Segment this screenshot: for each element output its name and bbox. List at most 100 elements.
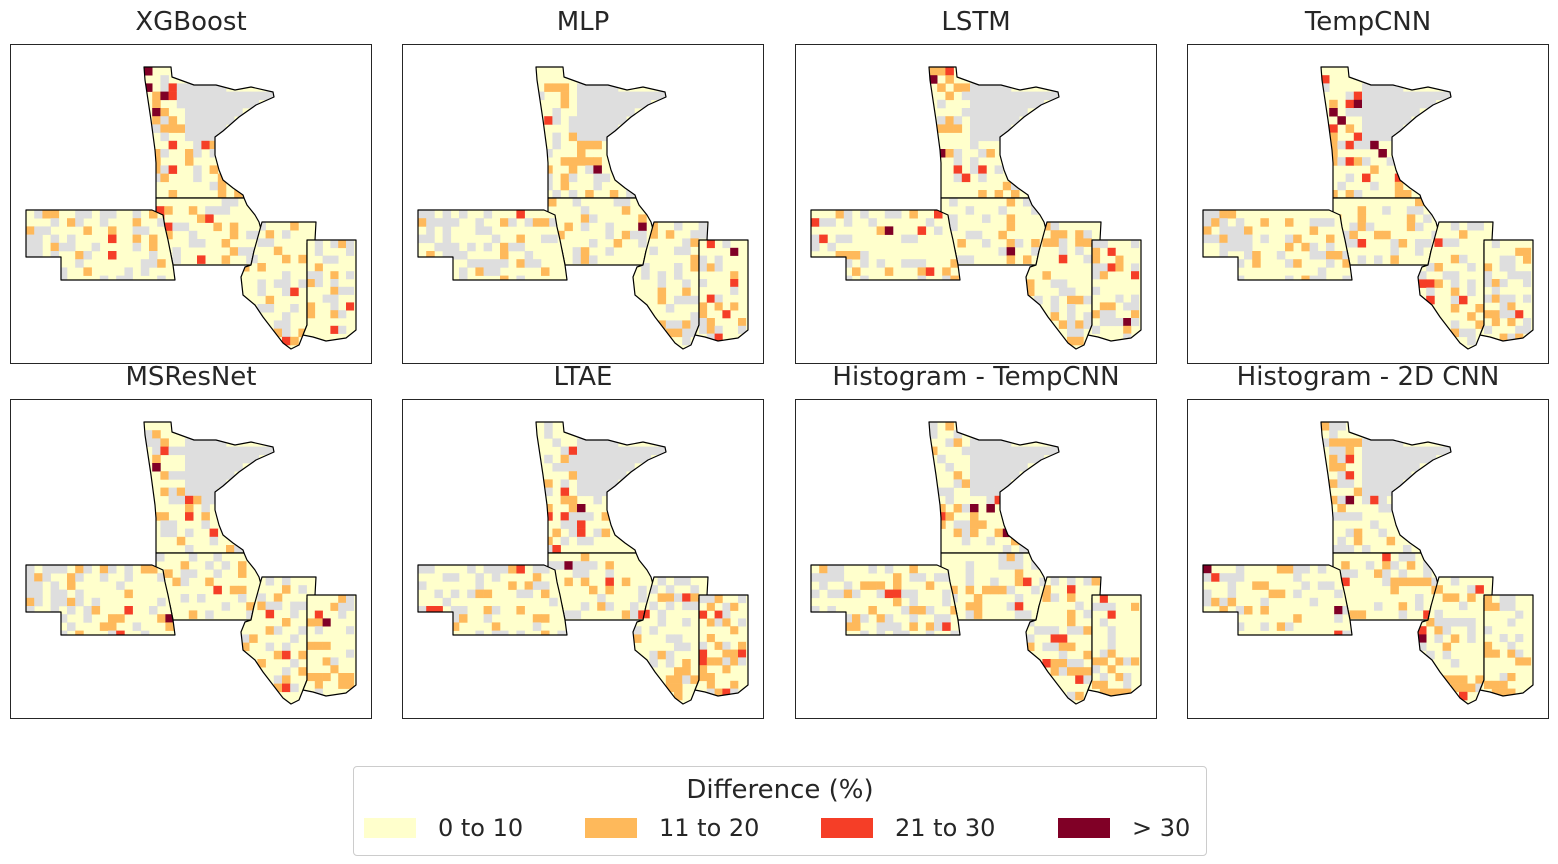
- county-cell: [970, 140, 979, 150]
- county-cell: [1014, 610, 1024, 619]
- county-cell: [638, 594, 647, 603]
- county-cell: [548, 198, 557, 207]
- county-cell: [1362, 124, 1371, 133]
- county-cell: [953, 124, 963, 133]
- county-cell: [961, 479, 971, 488]
- state-nebraska-border: [810, 564, 961, 636]
- county-cell: [34, 234, 43, 244]
- county-cell: [541, 589, 550, 599]
- county-cell: [1092, 263, 1101, 272]
- county-cell: [1450, 593, 1460, 602]
- county-cell: [1467, 626, 1476, 635]
- county-cell: [1235, 226, 1245, 235]
- county-cell: [1386, 132, 1396, 142]
- county-cell: [99, 573, 109, 582]
- county-cell: [1523, 294, 1532, 303]
- county-cell: [577, 504, 586, 513]
- county-cell: [1370, 487, 1379, 497]
- county-cell: [1353, 108, 1363, 117]
- county-cell: [580, 214, 590, 223]
- county-cell: [1499, 680, 1508, 689]
- county-cell: [978, 446, 987, 456]
- county-cell: [674, 577, 683, 586]
- county-cell: [699, 665, 708, 674]
- county-cell: [730, 279, 739, 288]
- county-cell: [1019, 99, 1028, 109]
- county-cell: [585, 140, 594, 150]
- county-cell: [1083, 577, 1092, 586]
- county-cell: [541, 218, 550, 227]
- county-cell: [1002, 479, 1012, 488]
- county-cell: [978, 487, 987, 497]
- county-cell: [346, 673, 355, 682]
- county-cell: [1450, 222, 1460, 231]
- state-indiana-counties: [1088, 240, 1141, 341]
- county-cell: [330, 240, 339, 249]
- county-cell: [1002, 471, 1012, 480]
- county-cell: [273, 626, 283, 635]
- state-minnesota-counties: [536, 422, 666, 553]
- county-cell: [1415, 206, 1424, 215]
- state-minnesota-border: [928, 421, 1060, 554]
- county-cell: [626, 108, 635, 117]
- county-cell: [1370, 140, 1379, 150]
- state-indiana-counties: [303, 240, 356, 341]
- county-cell: [226, 545, 235, 553]
- county-cell: [638, 214, 647, 223]
- panel-title: LSTM: [941, 7, 1011, 37]
- county-cell: [1203, 573, 1212, 582]
- county-cell: [986, 438, 995, 447]
- county-cell: [1083, 609, 1092, 619]
- county-cell: [1203, 234, 1212, 244]
- county-cell: [213, 222, 222, 232]
- county-cell: [860, 581, 869, 590]
- county-cell: [1450, 271, 1460, 280]
- county-cell: [234, 190, 243, 198]
- county-cell: [516, 606, 525, 615]
- county-cell: [1011, 454, 1020, 464]
- county-cell: [193, 83, 202, 92]
- county-cell: [314, 247, 323, 256]
- state-indiana-counties: [1088, 595, 1141, 696]
- county-cell: [634, 454, 643, 464]
- county-cell: [1107, 263, 1116, 272]
- county-cell: [156, 553, 165, 562]
- county-cell: [1337, 512, 1346, 521]
- county-cell: [1115, 294, 1124, 303]
- county-cell: [1386, 479, 1396, 488]
- county-cell: [273, 650, 283, 660]
- county-cell: [508, 581, 517, 590]
- county-cell: [193, 438, 202, 447]
- county-cell: [1378, 454, 1387, 464]
- county-cell: [205, 610, 214, 619]
- county-cell: [483, 259, 493, 268]
- county-cell: [152, 430, 161, 439]
- county-cell: [338, 286, 347, 295]
- county-cell: [307, 271, 316, 280]
- county-cell: [572, 198, 582, 207]
- county-cell: [641, 263, 650, 272]
- state-illinois-counties: [1026, 222, 1101, 349]
- county-cell: [152, 454, 161, 464]
- county-cell: [1075, 295, 1084, 305]
- county-cell: [1252, 259, 1261, 268]
- county-cell: [585, 91, 594, 101]
- county-cell: [217, 181, 227, 191]
- county-cell: [1450, 254, 1460, 264]
- county-cell: [722, 240, 731, 249]
- county-cell: [560, 536, 570, 546]
- county-cell: [937, 504, 946, 513]
- county-cell: [1058, 287, 1068, 297]
- county-cell: [250, 446, 260, 456]
- county-cell: [1075, 667, 1084, 676]
- county-cell: [116, 581, 125, 590]
- county-cell: [209, 140, 219, 150]
- county-cell: [1083, 320, 1092, 329]
- county-cell: [621, 610, 631, 619]
- county-cell: [75, 573, 84, 582]
- county-cell: [346, 271, 355, 280]
- county-cell: [1515, 247, 1524, 256]
- county-cell: [1067, 609, 1076, 619]
- county-cell: [338, 602, 347, 611]
